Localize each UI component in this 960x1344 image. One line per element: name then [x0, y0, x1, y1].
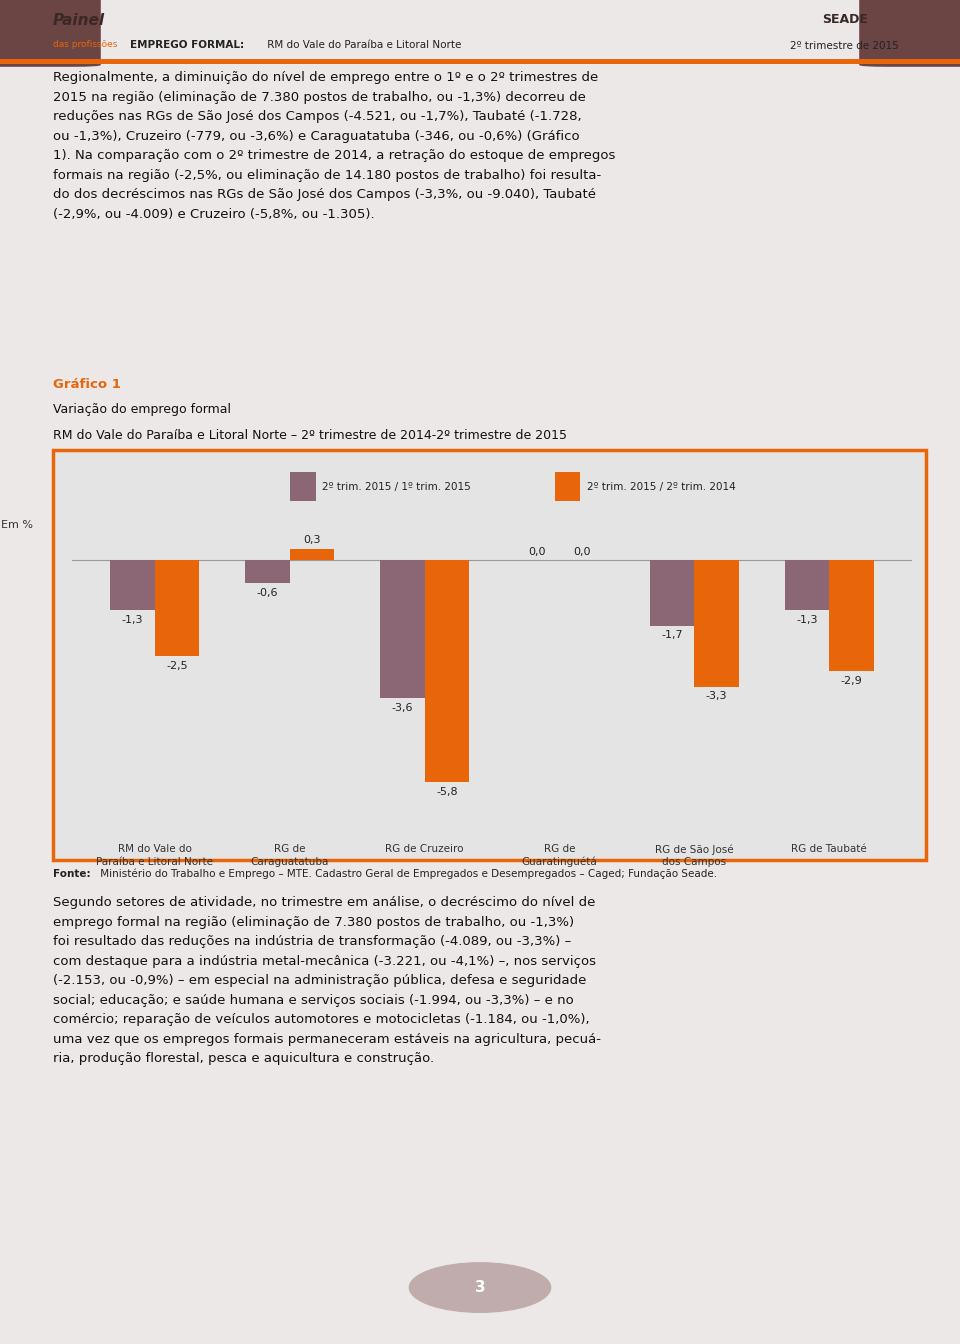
Text: -3,6: -3,6 — [392, 703, 413, 712]
Text: Segundo setores de atividade, no trimestre em análise, o decréscimo do nível de
: Segundo setores de atividade, no trimest… — [53, 896, 601, 1066]
Text: -3,3: -3,3 — [706, 691, 728, 702]
Text: Fonte:: Fonte: — [53, 868, 90, 879]
Text: -1,3: -1,3 — [122, 614, 143, 625]
Text: Ministério do Trabalho e Emprego – MTE. Cadastro Geral de Empregados e Desempreg: Ministério do Trabalho e Emprego – MTE. … — [98, 868, 718, 879]
Bar — [694, 560, 739, 687]
Bar — [290, 473, 316, 501]
Text: Regionalmente, a diminuição do nível de emprego entre o 1º e o 2º trimestres de
: Regionalmente, a diminuição do nível de … — [53, 71, 615, 220]
FancyBboxPatch shape — [859, 0, 960, 67]
Bar — [290, 548, 334, 560]
Text: -2,5: -2,5 — [166, 661, 188, 671]
Text: Gráfico 1: Gráfico 1 — [53, 378, 121, 391]
Text: Painel: Painel — [53, 13, 105, 28]
Bar — [424, 560, 469, 782]
Bar — [245, 560, 290, 583]
Text: Em %: Em % — [1, 520, 33, 531]
Bar — [380, 560, 424, 699]
Text: 0,3: 0,3 — [303, 535, 321, 546]
Text: -2,9: -2,9 — [841, 676, 862, 685]
Text: 3: 3 — [474, 1279, 486, 1296]
Bar — [555, 473, 580, 501]
Bar — [829, 560, 874, 672]
Text: RM do Vale do Paraíba e Litoral Norte: RM do Vale do Paraíba e Litoral Norte — [264, 40, 462, 50]
Text: 2º trimestre de 2015: 2º trimestre de 2015 — [790, 42, 900, 51]
Text: -1,7: -1,7 — [661, 630, 683, 640]
Bar — [784, 560, 829, 610]
Text: 0,0: 0,0 — [573, 547, 590, 556]
Circle shape — [409, 1263, 551, 1312]
Text: Variação do emprego formal: Variação do emprego formal — [53, 403, 230, 417]
Bar — [650, 560, 694, 625]
Text: RM do Vale do Paraíba e Litoral Norte – 2º trimestre de 2014-2º trimestre de 201: RM do Vale do Paraíba e Litoral Norte – … — [53, 429, 566, 442]
Text: 2º trim. 2015 / 1º trim. 2015: 2º trim. 2015 / 1º trim. 2015 — [323, 481, 471, 492]
Text: EMPREGO FORMAL:: EMPREGO FORMAL: — [130, 40, 244, 50]
Text: 0,0: 0,0 — [528, 547, 546, 556]
Text: SEADE: SEADE — [822, 13, 868, 26]
Text: das profissões: das profissões — [53, 40, 117, 50]
Text: -5,8: -5,8 — [436, 788, 458, 797]
Text: -1,3: -1,3 — [796, 614, 818, 625]
Bar — [155, 560, 200, 656]
Bar — [0, 59, 960, 65]
Bar — [110, 560, 155, 610]
FancyBboxPatch shape — [0, 0, 101, 67]
Text: 2º trim. 2015 / 2º trim. 2014: 2º trim. 2015 / 2º trim. 2014 — [587, 481, 735, 492]
Text: -0,6: -0,6 — [256, 589, 278, 598]
